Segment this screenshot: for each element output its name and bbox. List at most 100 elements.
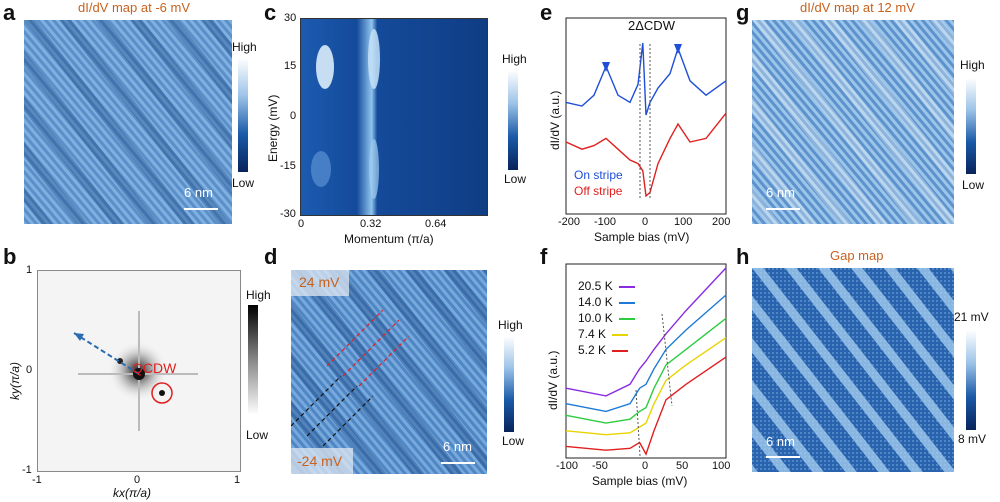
b-xtick-1: -1 — [32, 474, 42, 486]
colorbar-a — [238, 58, 248, 172]
panel-h-texture — [752, 268, 954, 472]
colorbar-h-high: 21 mV — [954, 310, 989, 324]
scale-label-d: 6 nm — [443, 439, 472, 454]
scale-bar-a — [184, 208, 218, 210]
scale-label-g: 6 nm — [766, 185, 795, 200]
b-xlabel: kx(π/a) — [113, 486, 152, 500]
panel-label-e: e — [540, 0, 553, 25]
panel-d-map: 24 mV -24 mV 6 nm — [291, 270, 487, 474]
f-legend-swatch — [618, 285, 635, 288]
f-legend-2: 14.0 K — [578, 294, 635, 310]
panel-c-dispersion — [300, 18, 488, 216]
series-line-off-stripe — [565, 112, 727, 198]
f-xlabel: Sample bias (mV) — [592, 474, 688, 488]
b-ytick-3: -1 — [22, 464, 32, 476]
f-xtick-1: -100 — [556, 460, 579, 472]
colorbar-b-low: Low — [246, 428, 269, 442]
colorbar-b — [248, 305, 258, 415]
panel-label-c: c — [264, 0, 277, 25]
qcdw-circle — [151, 382, 173, 404]
e-xlabel: Sample bias (mV) — [594, 230, 690, 244]
f-legend-5: 5.2 K — [578, 342, 635, 358]
e-legend-off: Off stripe — [574, 184, 623, 198]
panel-g-texture — [752, 20, 954, 224]
series-line-7-4-k — [565, 337, 727, 436]
colorbar-g — [966, 78, 976, 174]
e-xtick-1: -200 — [558, 216, 581, 228]
panel-label-b: b — [3, 244, 17, 269]
qcdw-label: QCDW — [132, 360, 177, 376]
e-xtick-2: -100 — [594, 216, 617, 228]
panel-a-texture — [24, 20, 232, 224]
panel-g-title: dI/dV map at 12 mV — [800, 0, 915, 15]
e-xtick-5: 200 — [712, 216, 731, 228]
panel-a-map: 6 nm — [24, 20, 232, 224]
f-xtick-2: -50 — [592, 460, 608, 472]
b-ylabel: ky(π/a) — [8, 361, 22, 400]
panel-d-texture — [291, 270, 487, 474]
panel-g-map: 6 nm — [752, 20, 954, 224]
f-xtick-3: 0 — [642, 460, 649, 472]
d-top-label: 24 mV — [299, 274, 340, 290]
colorbar-c — [508, 70, 518, 170]
colorbar-a-high: High — [232, 40, 257, 54]
c-xtick-3: 0.64 — [425, 218, 447, 230]
colorbar-d — [504, 336, 514, 432]
f-legend-4: 7.4 K — [578, 326, 635, 342]
colorbar-b-high: High — [246, 288, 271, 302]
scale-label-h: 6 nm — [766, 434, 795, 449]
f-legend-swatch — [612, 333, 629, 336]
c-ylabel: Energy (mV) — [266, 94, 280, 162]
f-xtick-4: 50 — [676, 460, 689, 472]
f-ylabel: dI/dV (a.u.) — [546, 350, 560, 410]
panel-b-texture — [73, 311, 198, 431]
series-line-20-5-k — [565, 267, 727, 397]
scale-bar-g — [766, 208, 800, 210]
colorbar-c-low: Low — [504, 172, 527, 186]
colorbar-g-low: Low — [962, 178, 985, 192]
series-line-5-2-k — [565, 356, 727, 456]
f-legend-swatch — [618, 317, 635, 320]
panel-label-d: d — [264, 244, 278, 269]
f-legend-swatch — [612, 349, 629, 352]
panel-label-f: f — [540, 244, 548, 269]
f-legend-3: 10.0 K — [578, 310, 635, 326]
colorbar-h-low: 8 mV — [958, 432, 987, 446]
b-xtick-2: 0 — [134, 474, 141, 486]
c-ytick-3: 0 — [290, 110, 297, 122]
panel-a-title: dI/dV map at -6 mV — [78, 0, 190, 15]
e-legend-on: On stripe — [574, 168, 623, 182]
colorbar-d-high: High — [498, 318, 523, 332]
panel-f-chart — [565, 263, 727, 459]
q-vector-arrow — [73, 332, 140, 375]
scale-bar-d — [441, 462, 475, 464]
colorbar-c-high: High — [502, 52, 527, 66]
c-ytick-5: -30 — [280, 208, 296, 220]
panel-h-map: 6 nm — [752, 268, 954, 472]
panel-h-title: Gap map — [830, 248, 884, 263]
f-legend-swatch — [618, 301, 635, 304]
c-xtick-1: 0 — [298, 218, 305, 230]
scale-bar-h — [766, 456, 800, 458]
b-ytick-1: 1 — [26, 264, 33, 276]
b-xtick-3: 1 — [234, 474, 241, 486]
series-line-10-0-k — [565, 317, 727, 424]
e-ylabel: dI/dV (a.u.) — [548, 90, 562, 150]
c-ytick-2: 15 — [284, 60, 297, 72]
d-bottom-label: -24 mV — [297, 453, 343, 469]
c-xlabel: Momentum (π/a) — [344, 232, 434, 246]
colorbar-h — [966, 330, 976, 430]
series-line-14-0-k — [565, 294, 727, 413]
c-xtick-2: 0.32 — [360, 218, 382, 230]
c-ytick-1: 30 — [284, 12, 297, 24]
series-line-on-stripe — [565, 42, 727, 116]
e-xtick-4: 100 — [674, 216, 693, 228]
e-gap-label: 2ΔCDW — [628, 18, 675, 33]
scale-label-a: 6 nm — [184, 185, 213, 200]
f-legend-1: 20.5 K — [578, 278, 635, 294]
c-ytick-4: -15 — [280, 160, 296, 172]
f-legend: 20.5 K 14.0 K 10.0 K 7.4 K 5.2 K — [578, 278, 635, 358]
panel-c-texture — [301, 19, 487, 215]
colorbar-g-high: High — [960, 58, 985, 72]
panel-label-a: a — [3, 0, 16, 25]
